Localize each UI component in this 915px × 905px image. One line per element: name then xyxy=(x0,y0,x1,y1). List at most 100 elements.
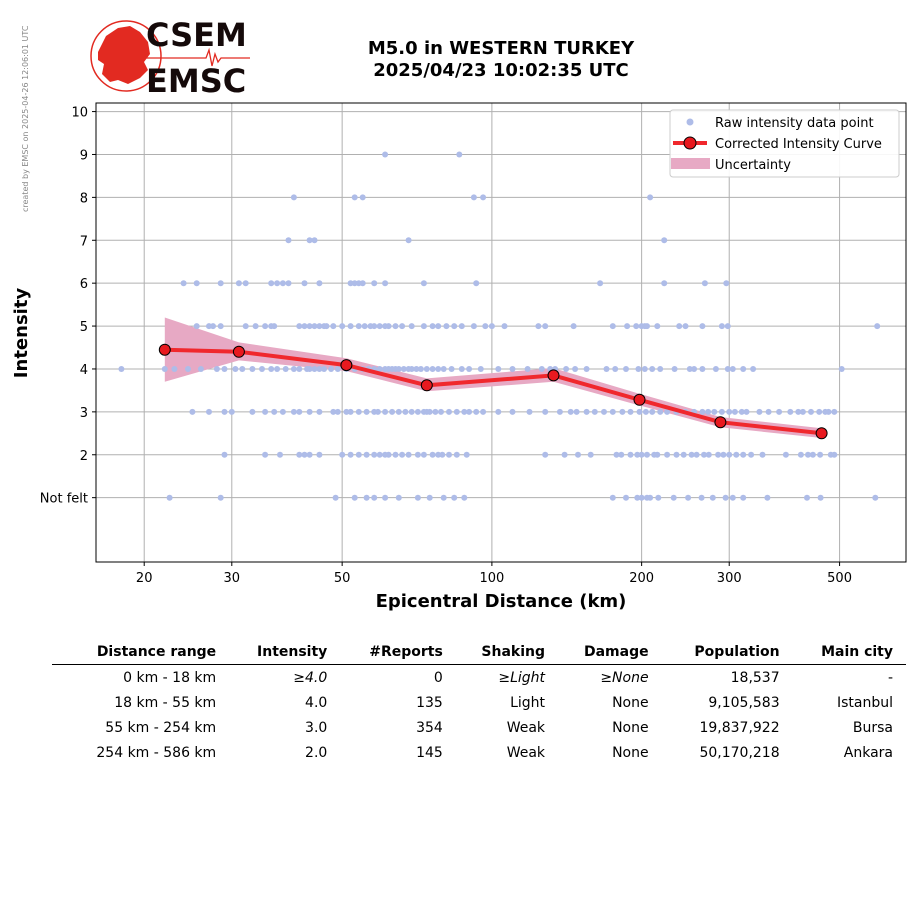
raw-intensity-point xyxy=(701,280,708,287)
raw-intensity-point xyxy=(740,494,747,501)
raw-intensity-point xyxy=(446,451,452,458)
raw-intensity-point xyxy=(316,280,323,287)
raw-intensity-point xyxy=(429,451,436,458)
raw-intensity-point xyxy=(217,280,224,287)
raw-intensity-point xyxy=(641,366,648,372)
x-tick-label: 20 xyxy=(136,571,153,586)
raw-intensity-point xyxy=(495,366,502,372)
raw-intensity-point xyxy=(613,451,620,458)
legend-band-label: Uncertainty xyxy=(715,158,791,173)
raw-intensity-point xyxy=(538,366,545,372)
raw-intensity-point xyxy=(232,366,239,372)
raw-intensity-point xyxy=(601,408,607,415)
raw-intensity-point xyxy=(805,451,811,458)
table-header-row: Distance range Intensity #Reports Shakin… xyxy=(52,640,906,665)
raw-intensity-point xyxy=(705,451,712,458)
raw-intensity-point xyxy=(764,494,771,501)
raw-intensity-point xyxy=(797,451,804,458)
raw-intensity-point xyxy=(443,323,450,330)
raw-intensity-point xyxy=(458,366,465,372)
cell-population: 19,837,922 xyxy=(699,719,780,736)
raw-intensity-point xyxy=(466,408,473,415)
raw-intensity-point xyxy=(371,323,378,330)
table-row: 18 km - 55 km 4.0 135 Light None 9,105,5… xyxy=(52,690,906,715)
raw-intensity-point xyxy=(738,408,745,415)
uncertainty-band xyxy=(164,317,822,438)
raw-intensity-point xyxy=(795,408,802,415)
raw-intensity-point xyxy=(321,366,328,372)
raw-intensity-point xyxy=(423,366,430,372)
raw-intensity-point xyxy=(271,408,278,415)
cell-shaking: Light xyxy=(510,694,546,711)
raw-intensity-point xyxy=(417,366,424,372)
cell-damage: None xyxy=(612,719,649,736)
raw-intensity-point xyxy=(316,451,323,458)
raw-intensity-point xyxy=(439,451,446,458)
raw-intensity-point xyxy=(228,408,235,415)
raw-intensity-point xyxy=(395,366,402,372)
raw-intensity-point xyxy=(676,323,683,330)
cell-intensity: 4.0 xyxy=(305,694,328,711)
raw-intensity-point xyxy=(831,408,838,415)
raw-intensity-point xyxy=(673,451,680,458)
raw-intensity-point xyxy=(347,280,354,287)
raw-intensity-point xyxy=(395,494,402,501)
raw-intensity-point xyxy=(382,494,389,501)
raw-intensity-point xyxy=(733,451,740,458)
raw-intensity-point xyxy=(221,366,228,372)
raw-intensity-point xyxy=(242,323,249,330)
raw-intensity-point xyxy=(722,494,729,501)
raw-intensity-point xyxy=(712,366,719,372)
raw-intensity-point xyxy=(435,366,442,372)
raw-intensity-point xyxy=(363,408,370,415)
cell-distance: 55 km - 254 km xyxy=(105,719,217,736)
raw-intensity-point xyxy=(686,366,693,372)
corrected-intensity-curve xyxy=(164,347,822,436)
cell-damage: None xyxy=(612,744,649,761)
raw-intensity-point xyxy=(748,451,755,458)
raw-intensity-point xyxy=(405,237,412,244)
raw-intensity-point xyxy=(440,494,447,501)
raw-intensity-point xyxy=(657,408,664,415)
table-row: 0 km - 18 km ≥4.0 0 ≥Light ≥None 18,537 … xyxy=(52,665,906,691)
raw-intensity-point xyxy=(306,408,313,415)
raw-intensity-point xyxy=(634,494,641,501)
raw-intensity-point xyxy=(591,408,598,415)
raw-intensity-point xyxy=(782,451,789,458)
raw-intensity-point xyxy=(809,451,816,458)
raw-intensity-point xyxy=(426,408,433,415)
raw-intensity-point xyxy=(680,451,687,458)
cell-city: - xyxy=(887,669,893,686)
raw-intensity-point xyxy=(638,494,645,501)
raw-intensity-point xyxy=(382,408,389,415)
curve-markers xyxy=(158,343,828,440)
raw-intensity-point xyxy=(623,494,629,501)
raw-intensity-point xyxy=(831,451,838,458)
raw-intensity-point xyxy=(351,280,358,287)
curve-marker xyxy=(420,379,433,392)
raw-intensity-point xyxy=(330,408,337,415)
raw-intensity-point xyxy=(262,451,269,458)
raw-intensity-point xyxy=(644,451,650,458)
cell-city: Ankara xyxy=(843,744,893,761)
raw-intensity-point xyxy=(633,323,640,330)
curve-marker xyxy=(815,427,828,440)
raw-intensity-point xyxy=(654,323,661,330)
raw-intensity-point xyxy=(408,366,415,372)
raw-intensity-point xyxy=(480,194,487,201)
raw-intensity-point xyxy=(306,366,313,372)
cell-distance: 254 km - 586 km xyxy=(96,744,217,761)
raw-intensity-point xyxy=(426,494,433,501)
raw-intensity-point xyxy=(414,451,421,458)
raw-intensity-point xyxy=(817,451,824,458)
legend: Raw intensity data point Corrected Inten… xyxy=(669,109,900,178)
raw-intensity-point xyxy=(382,151,389,158)
raw-intensity-point xyxy=(420,451,427,458)
raw-intensity-point xyxy=(282,366,289,372)
raw-intensity-point xyxy=(671,366,678,372)
logo-text-emsc: EMSC xyxy=(146,62,246,98)
cell-population: 18,537 xyxy=(730,669,780,686)
raw-intensity-point xyxy=(723,280,730,287)
raw-intensity-point xyxy=(623,366,629,372)
raw-intensity-point xyxy=(740,451,747,458)
